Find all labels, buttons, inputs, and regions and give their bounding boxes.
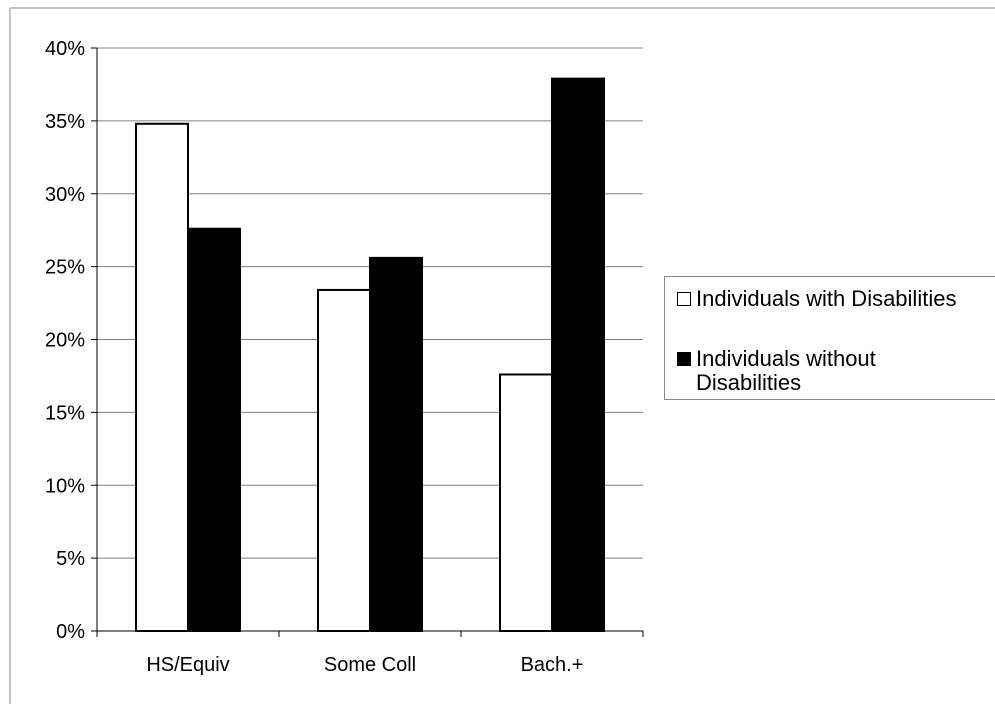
legend-label-without-disabilities: Individuals without Disabilities [696,347,916,395]
legend-item-without-disabilities: Individuals without Disabilities [677,347,916,395]
y-tick-label: 5% [56,548,85,570]
bar-without-disabilities [552,79,604,631]
y-tick-label: 30% [45,184,85,206]
legend: Individuals with Disabilities Individual… [664,276,995,400]
y-tick-label: 35% [45,111,85,133]
x-category-label: Bach.+ [521,654,584,676]
bar-with-disabilities [318,290,370,631]
y-tick-label: 20% [45,330,85,352]
y-tick-label: 10% [45,475,85,497]
y-tick-label: 40% [45,38,85,60]
bar-with-disabilities [500,374,552,631]
legend-label-with-disabilities: Individuals with Disabilities [696,287,995,311]
legend-swatch-with-disabilities [677,292,691,306]
y-tick-label: 25% [45,257,85,279]
y-tick-label: 15% [45,402,85,424]
bar-without-disabilities [188,229,240,631]
legend-swatch-without-disabilities [677,352,691,366]
bar-with-disabilities [136,124,188,631]
y-tick-label: 0% [56,621,85,643]
x-category-label: Some Coll [324,654,416,676]
bar-without-disabilities [370,258,422,631]
legend-item-with-disabilities: Individuals with Disabilities [677,287,995,311]
x-category-label: HS/Equiv [146,654,229,676]
